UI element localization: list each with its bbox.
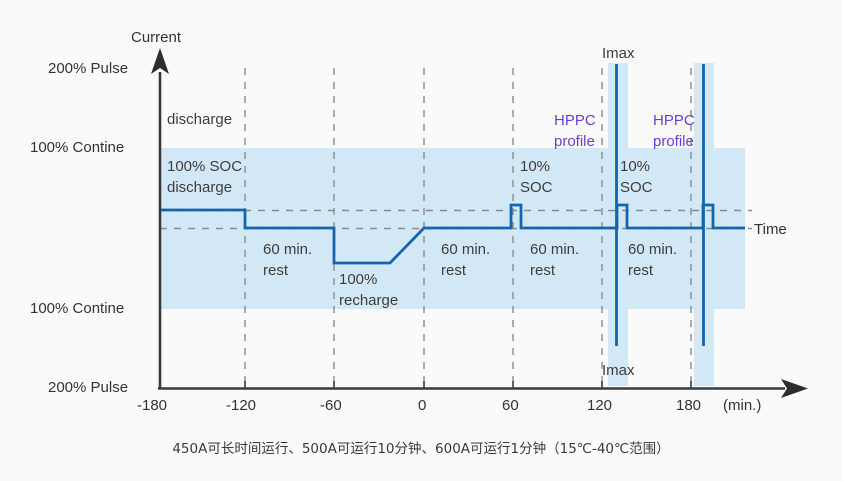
annotation-imax-top: Imax [602,45,635,62]
y-axis-title: Current [131,29,182,46]
annotation-rest-1-line1: 60 min. [263,241,313,258]
annotation-soc10-b-line1: 10% [620,158,651,175]
x-tick-label-120: 120 [587,397,613,414]
annotation-rest-4-line2: rest [628,262,654,279]
y-label-bottom-contine: 100% Contine [30,300,125,317]
annotation-recharge-line1: 100% [339,271,378,288]
x-tick-marks [244,381,692,388]
annotation-soc10-a-line1: 10% [520,158,551,175]
x-tick-label--180: -180 [137,397,168,414]
annotation-recharge-line2: recharge [339,292,399,309]
annotation-discharge: discharge [167,111,233,128]
annotation-rest-3-line2: rest [530,262,556,279]
annotation-rest-4-line1: 60 min. [628,241,678,258]
x-tick-label-180: 180 [676,397,702,414]
x-unit-label: (min.) [723,397,762,414]
annotation-hppc-a-line2: profile [554,133,595,150]
annotation-rest-2-line2: rest [441,262,467,279]
annotation-soc-discharge-line1: 100% SOC [167,158,243,175]
y-label-top-pulse: 200% Pulse [48,60,129,77]
annotation-rest-3-line1: 60 min. [530,241,580,258]
annotation-soc-discharge-line2: discharge [167,179,233,196]
y-axis-arrow [151,48,169,74]
annotation-soc10-a-line2: SOC [520,179,553,196]
x-tick-label--60: -60 [320,397,342,414]
figure-caption: 450A可长时间运行、500A可运行10分钟、600A可运行1分钟（15℃-40… [172,441,670,457]
annotation-rest-1-line2: rest [263,262,289,279]
annotation-imax-bottom: Imax [602,362,635,379]
annotation-hppc-a-line1: HPPC [554,112,596,129]
x-axis-arrow [781,379,808,398]
annotation-hppc-b-line2: profile [653,133,694,150]
x-tick-label-60: 60 [502,397,519,414]
y-label-bottom-pulse: 200% Pulse [48,379,129,396]
x-tick-label--120: -120 [226,397,257,414]
annotation-hppc-b-line1: HPPC [653,112,695,129]
x-tick-label-0: 0 [418,397,427,414]
annotation-rest-2-line1: 60 min. [441,241,491,258]
annotation-soc10-b-line2: SOC [620,179,653,196]
x-axis-title: Time [754,221,787,238]
y-label-top-contine: 100% Contine [30,139,125,156]
